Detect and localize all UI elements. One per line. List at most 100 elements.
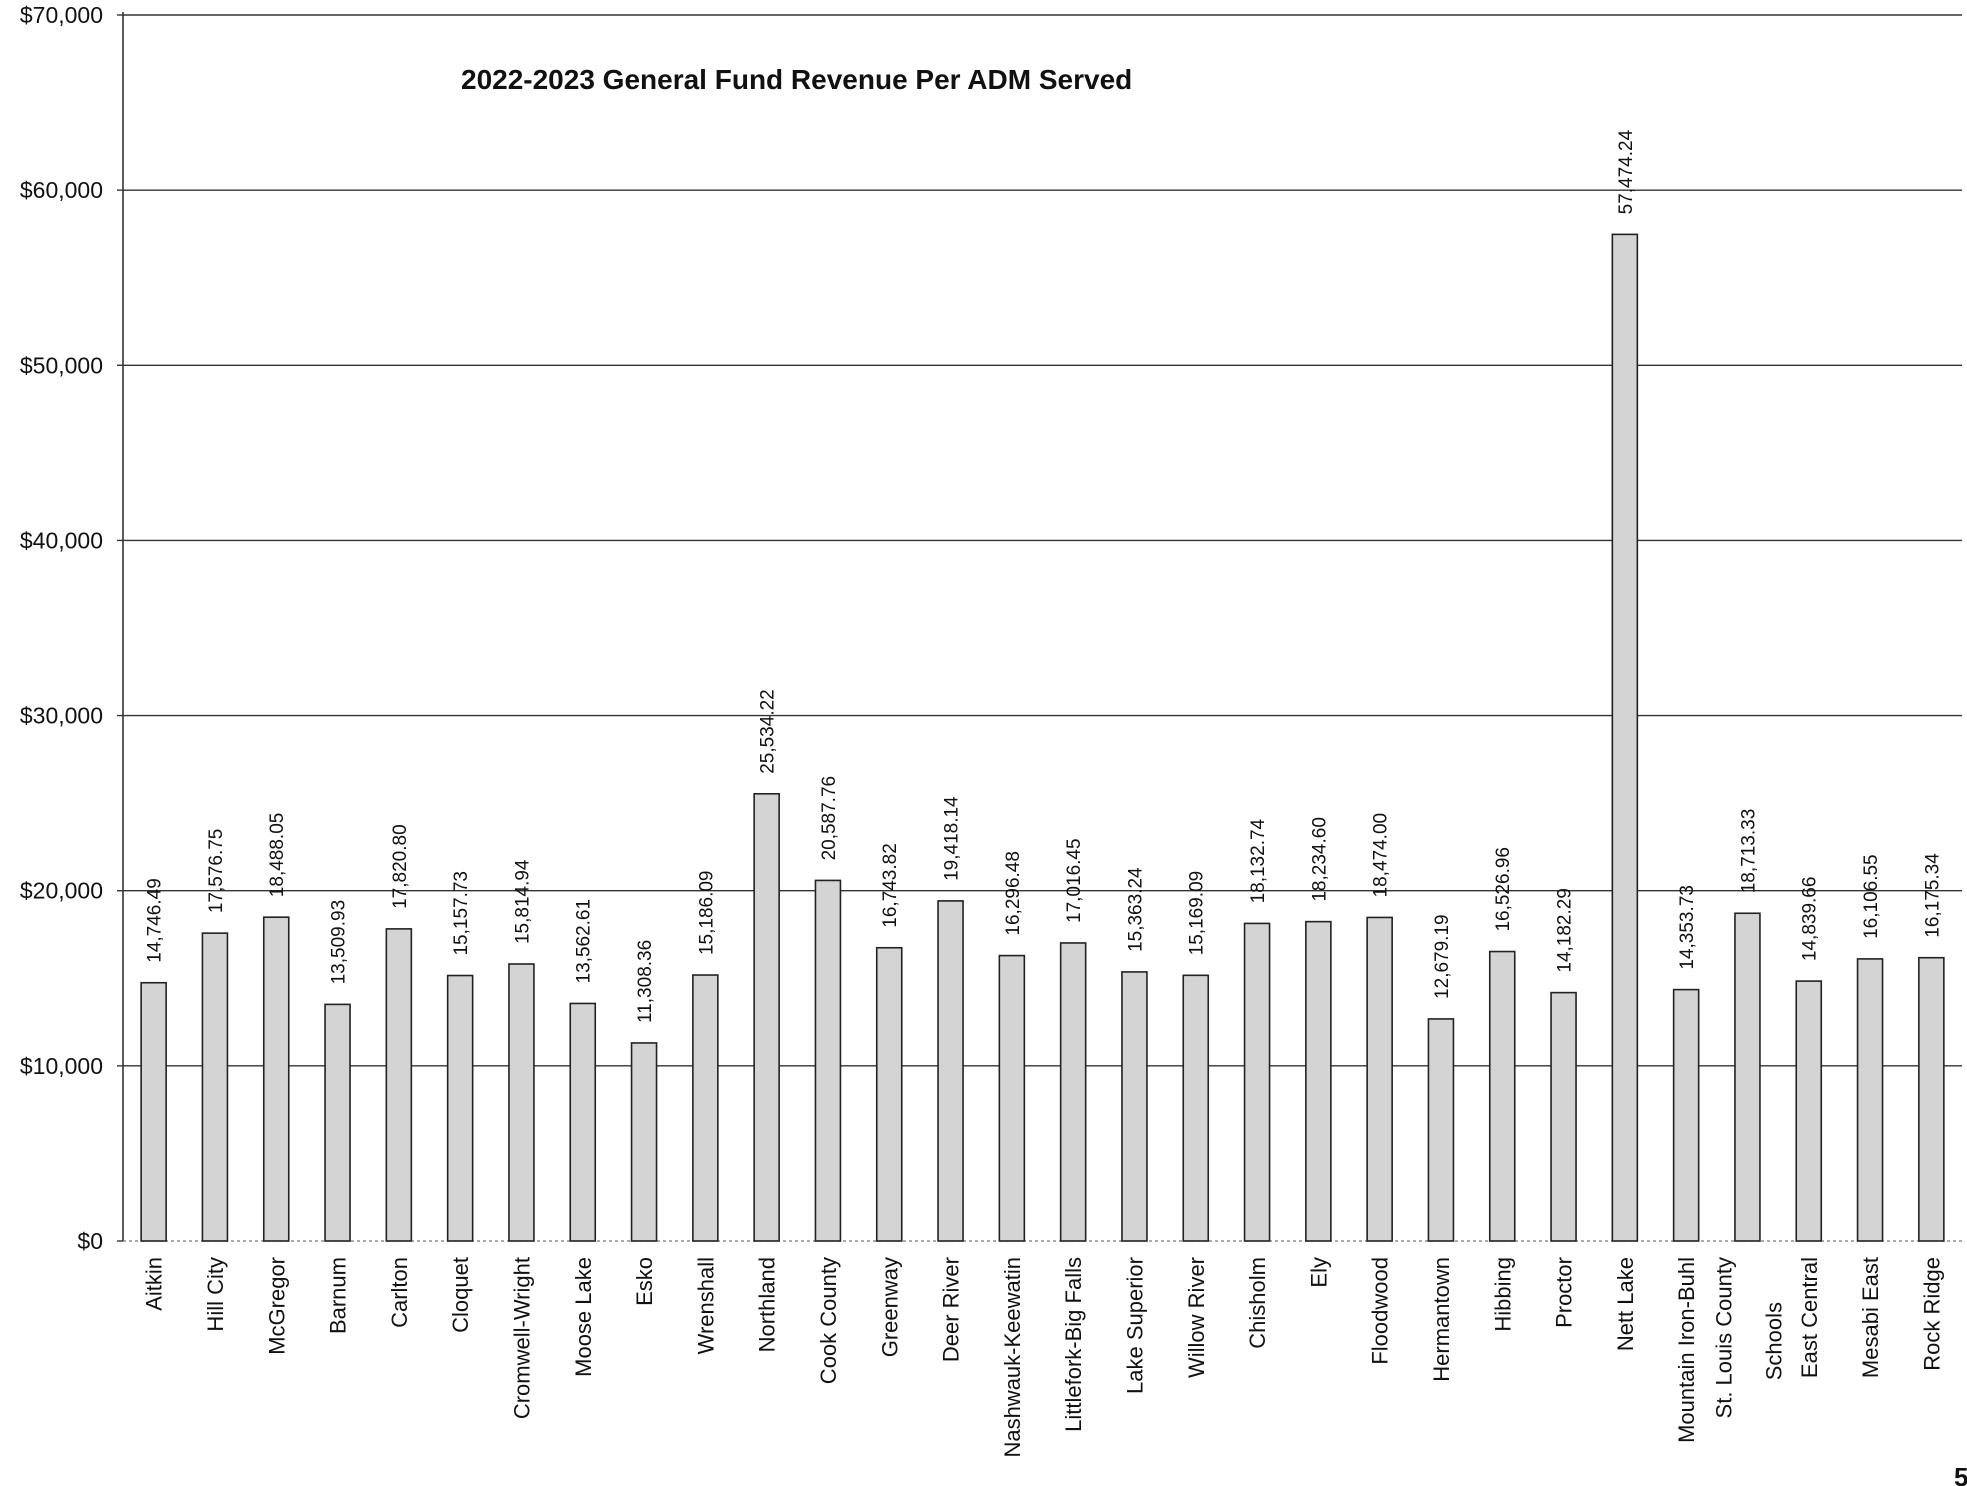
x-tick-label: Nett Lake: [1613, 1257, 1638, 1351]
data-label: 15,169.09: [1187, 871, 1208, 956]
x-tick-label: Cook County: [816, 1257, 841, 1384]
data-label: 13,509.93: [329, 900, 350, 985]
data-label: 16,106.55: [1861, 854, 1882, 939]
data-label: 15,157.73: [451, 871, 472, 956]
x-tick-label: Rock Ridge: [1919, 1257, 1944, 1371]
y-tick-label: $10,000: [20, 1053, 103, 1079]
x-tick-label: St. Louis County Schools: [1711, 1257, 1786, 1418]
bar: [140, 981, 167, 1242]
x-tick-label: Hermantown: [1429, 1257, 1454, 1382]
data-label: 15,363.24: [1125, 867, 1146, 952]
bar: [1734, 912, 1761, 1242]
data-label: 13,562.61: [574, 899, 595, 984]
data-label: 14,353.73: [1677, 885, 1698, 970]
bar: [753, 792, 780, 1242]
bar: [1427, 1018, 1455, 1242]
data-label: 18,713.33: [1738, 809, 1759, 894]
x-tick-label: Moose Lake: [571, 1257, 596, 1377]
bar: [1550, 991, 1577, 1242]
bars: [140, 233, 1945, 1242]
data-label: 19,418.14: [942, 796, 963, 881]
x-tick-label: McGregor: [264, 1257, 289, 1355]
bar: [1856, 958, 1884, 1242]
x-tick-label: Lake Superior: [1122, 1257, 1147, 1394]
y-tick-label: $40,000: [20, 527, 103, 553]
y-tick-label: $0: [77, 1228, 103, 1254]
data-label: 57,474.24: [1616, 129, 1637, 214]
data-label: 12,679.19: [1432, 914, 1453, 999]
bar: [508, 963, 535, 1242]
bar: [937, 900, 964, 1242]
bar: [630, 1042, 658, 1242]
x-tick-label: Cromwell-Wright: [509, 1257, 534, 1419]
bar: [692, 974, 719, 1242]
bar: [1305, 920, 1332, 1242]
bar: [1182, 974, 1210, 1242]
bar: [201, 932, 229, 1242]
data-label: 18,234.60: [1309, 817, 1330, 902]
data-label: 17,016.45: [1064, 838, 1085, 923]
bar: [1611, 233, 1639, 1242]
y-tick-label: $20,000: [20, 878, 103, 904]
x-tick-label: Wrenshall: [693, 1257, 718, 1354]
x-tick-label: Cloquet: [448, 1257, 473, 1333]
x-tick-label: East Central: [1797, 1257, 1822, 1378]
data-label: 18,132.74: [1248, 818, 1269, 903]
data-label: 16,296.48: [1003, 851, 1024, 936]
page-number: 5: [1954, 1462, 1967, 1486]
bar: [1121, 971, 1148, 1242]
data-label: 17,576.75: [206, 829, 227, 914]
x-tick-label: Floodwood: [1368, 1257, 1393, 1365]
bar: [1488, 950, 1516, 1242]
x-tick-label: Littlefork-Big Falls: [1061, 1257, 1086, 1432]
data-label: 11,308.36: [635, 940, 656, 1023]
data-labels: 14,746.49 17,576.75 18,488.05 13,509.93 17,8…: [145, 129, 1944, 1023]
bar: [875, 946, 903, 1242]
gridlines: [123, 14, 1962, 1067]
bar: [1918, 956, 1945, 1242]
data-label: 14,746.49: [145, 878, 166, 963]
x-tick-label: Northland: [755, 1257, 780, 1352]
bar: [1366, 916, 1393, 1242]
x-tick-label: Barnum: [326, 1257, 351, 1334]
bar: [1059, 942, 1087, 1242]
bar: [262, 916, 290, 1242]
y-tick-label: $60,000: [20, 177, 103, 203]
x-tick-label: Carlton: [387, 1257, 412, 1328]
x-tick-label: Aitkin: [142, 1257, 167, 1311]
data-label: 14,839.66: [1800, 877, 1821, 962]
x-tick-label: Greenway: [877, 1257, 902, 1357]
data-label: 16,526.96: [1493, 847, 1514, 932]
x-tick-label: Ely: [1306, 1257, 1331, 1288]
data-label: 18,474.00: [1371, 813, 1392, 898]
data-label: 15,814.94: [512, 859, 533, 944]
y-tick-label: $30,000: [20, 703, 103, 729]
bar: [998, 954, 1026, 1242]
x-tick-label: Esko: [632, 1257, 657, 1306]
x-tick-label: Willow River: [1184, 1257, 1209, 1378]
x-axis-labels: Aitkin Hill City McGregor Barnum Carlton Cloq…: [142, 1257, 1945, 1458]
data-label: 16,743.82: [880, 843, 901, 928]
x-tick-label: Hill City: [203, 1257, 228, 1332]
data-label: 15,186.09: [696, 870, 717, 955]
data-label: 17,820.80: [390, 824, 411, 909]
bar: [1672, 988, 1700, 1242]
bar: [385, 928, 413, 1242]
bar: [1795, 980, 1823, 1242]
data-label: 18,488.05: [267, 813, 288, 898]
y-tick-label: $70,000: [20, 2, 103, 28]
bar: [569, 1002, 597, 1242]
x-tick-label: Nashwauk-Keewatin: [1000, 1257, 1025, 1458]
y-axis: $0 $10,000 $20,000 $30,000 $40,000 $50,000 $60…: [20, 2, 1962, 1254]
x-tick-label: Chisholm: [1245, 1257, 1270, 1349]
data-label: 14,182.29: [1555, 888, 1576, 973]
chart-title: 2022-2023 General Fund Revenue Per ADM S…: [461, 64, 1132, 95]
x-tick-label: Mesabi East: [1858, 1257, 1883, 1378]
x-tick-label: Mountain Iron-Buhl: [1674, 1257, 1699, 1443]
x-tick-label: Deer River: [939, 1257, 964, 1362]
data-label: 25,534.22: [758, 689, 779, 774]
bar: [1243, 922, 1271, 1242]
x-tick-label: Hibbing: [1490, 1257, 1515, 1332]
y-tick-label: $50,000: [20, 352, 103, 378]
